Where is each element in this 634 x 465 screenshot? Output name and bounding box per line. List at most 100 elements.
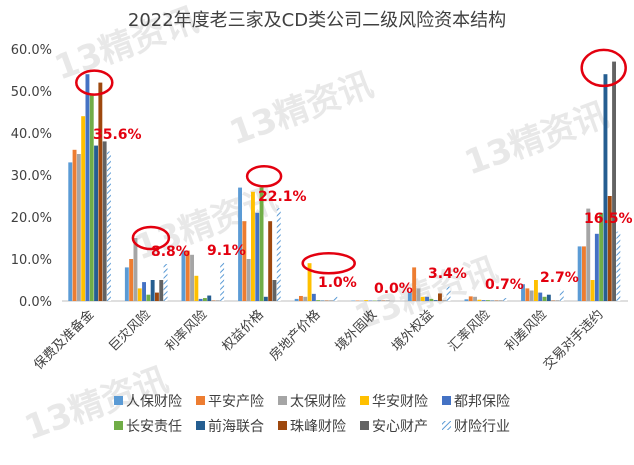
bar-2-6	[207, 296, 211, 301]
legend-label: 华安财险	[372, 394, 428, 410]
bar-9-9	[616, 232, 620, 301]
bar-9-3	[591, 280, 595, 301]
bar-6-2	[417, 288, 421, 301]
bar-3-3	[251, 192, 255, 301]
bar-8-9	[560, 290, 564, 301]
bar-0-7	[98, 83, 102, 301]
legend: 人保财险平安产险太保财险华安财险都邦保险长安责任前海联合珠峰财险安心财产财险行业	[114, 394, 510, 435]
bar-1-9	[164, 264, 168, 301]
legend-label: 珠峰财险	[290, 419, 346, 435]
bar-3-2	[247, 259, 251, 301]
industry-value-label: 2.7%	[540, 270, 579, 286]
bar-4-9	[333, 297, 337, 301]
bar-2-3	[194, 276, 198, 301]
legend-label: 前海联合	[208, 418, 264, 435]
bar-3-9	[277, 208, 281, 301]
x-tick-label: 利差风险	[503, 307, 550, 354]
legend-swatch-0	[114, 396, 123, 405]
bar-5-3	[364, 300, 368, 301]
bar-0-2	[77, 154, 81, 301]
bar-6-3	[421, 297, 425, 301]
bar-1-5	[146, 295, 150, 301]
bar-3-7	[268, 221, 272, 301]
bar-6-9	[447, 287, 451, 301]
bar-6-4	[425, 297, 429, 301]
bar-1-6	[151, 280, 155, 301]
bar-3-1	[242, 221, 246, 301]
bar-6-7	[438, 293, 442, 301]
bar-4-4	[312, 294, 316, 301]
y-tick-label: 60.0%	[11, 43, 52, 58]
industry-value-label: 22.1%	[258, 189, 307, 205]
legend-label: 平安产险	[208, 394, 264, 410]
industry-value-label: 8.8%	[151, 244, 190, 260]
watermark-text: 13精资讯	[459, 95, 613, 184]
bar-4-2	[303, 297, 307, 301]
bar-8-2	[530, 291, 534, 302]
x-tick-label: 巨灾风险	[106, 307, 154, 355]
legend-swatch-3	[360, 396, 369, 405]
bar-7-3	[477, 300, 481, 301]
bar-6-5	[429, 299, 433, 301]
industry-value-label: 0.0%	[374, 281, 413, 297]
bar-1-1	[129, 259, 133, 301]
bar-3-6	[264, 297, 268, 301]
bar-8-4	[538, 293, 542, 301]
bar-7-1	[469, 296, 473, 301]
legend-swatch-4	[442, 396, 451, 405]
bar-7-9	[503, 298, 507, 301]
bar-2-2	[190, 255, 194, 301]
bar-8-3	[534, 280, 538, 301]
bar-9-1	[582, 246, 586, 301]
bar-2-5	[203, 298, 207, 301]
legend-swatch-1	[196, 396, 205, 405]
legend-swatch-9	[442, 421, 451, 430]
bar-1-3	[138, 288, 142, 301]
legend-swatch-6	[196, 421, 205, 430]
bar-9-4	[595, 234, 599, 301]
industry-value-label: 0.7%	[485, 277, 524, 293]
bar-7-2	[473, 297, 477, 301]
legend-swatch-8	[360, 421, 369, 430]
y-tick-label: 50.0%	[11, 85, 52, 100]
bar-4-1	[299, 296, 303, 301]
bar-0-0	[68, 162, 72, 301]
y-tick-label: 10.0%	[11, 253, 52, 268]
legend-label: 人保财险	[126, 394, 182, 410]
bar-0-8	[103, 141, 107, 301]
chart-title: 2022年度老三家及CD类公司二级风险资本结构	[128, 10, 506, 31]
bar-3-4	[255, 213, 259, 301]
x-tick-label: 保费及准备金	[31, 307, 97, 373]
industry-value-label: 3.4%	[428, 266, 467, 282]
legend-label: 安心财产	[372, 419, 428, 435]
legend-label: 长安责任	[126, 419, 182, 435]
bar-8-1	[525, 288, 529, 301]
bar-7-0	[465, 299, 469, 301]
bar-4-0	[295, 299, 299, 301]
x-tick-label: 房地产价格	[266, 307, 323, 364]
y-tick-label: 20.0%	[11, 211, 52, 226]
bar-7-4	[482, 300, 486, 301]
industry-value-label: 9.1%	[207, 243, 246, 259]
bar-1-4	[142, 282, 146, 301]
bar-0-6	[94, 146, 98, 301]
bar-8-5	[543, 297, 547, 301]
bar-9-8	[612, 62, 616, 301]
industry-value-label: 1.0%	[318, 275, 357, 291]
x-tick-label: 利率风险	[162, 307, 210, 355]
watermark-text: 13精资讯	[224, 65, 378, 154]
y-tick-label: 0.0%	[19, 295, 52, 310]
bar-4-5	[316, 300, 320, 301]
bar-1-7	[155, 293, 159, 301]
industry-value-label: 35.6%	[93, 127, 142, 143]
industry-value-label: 16.5%	[584, 211, 633, 227]
x-tick-label: 交易对手违约	[540, 307, 606, 373]
bar-7-5	[486, 300, 490, 301]
bar-1-2	[134, 238, 138, 301]
x-tick-label: 汇率风险	[445, 307, 493, 355]
y-tick-label: 30.0%	[11, 169, 52, 184]
legend-label: 财险行业	[454, 419, 510, 435]
bar-3-8	[273, 280, 277, 301]
